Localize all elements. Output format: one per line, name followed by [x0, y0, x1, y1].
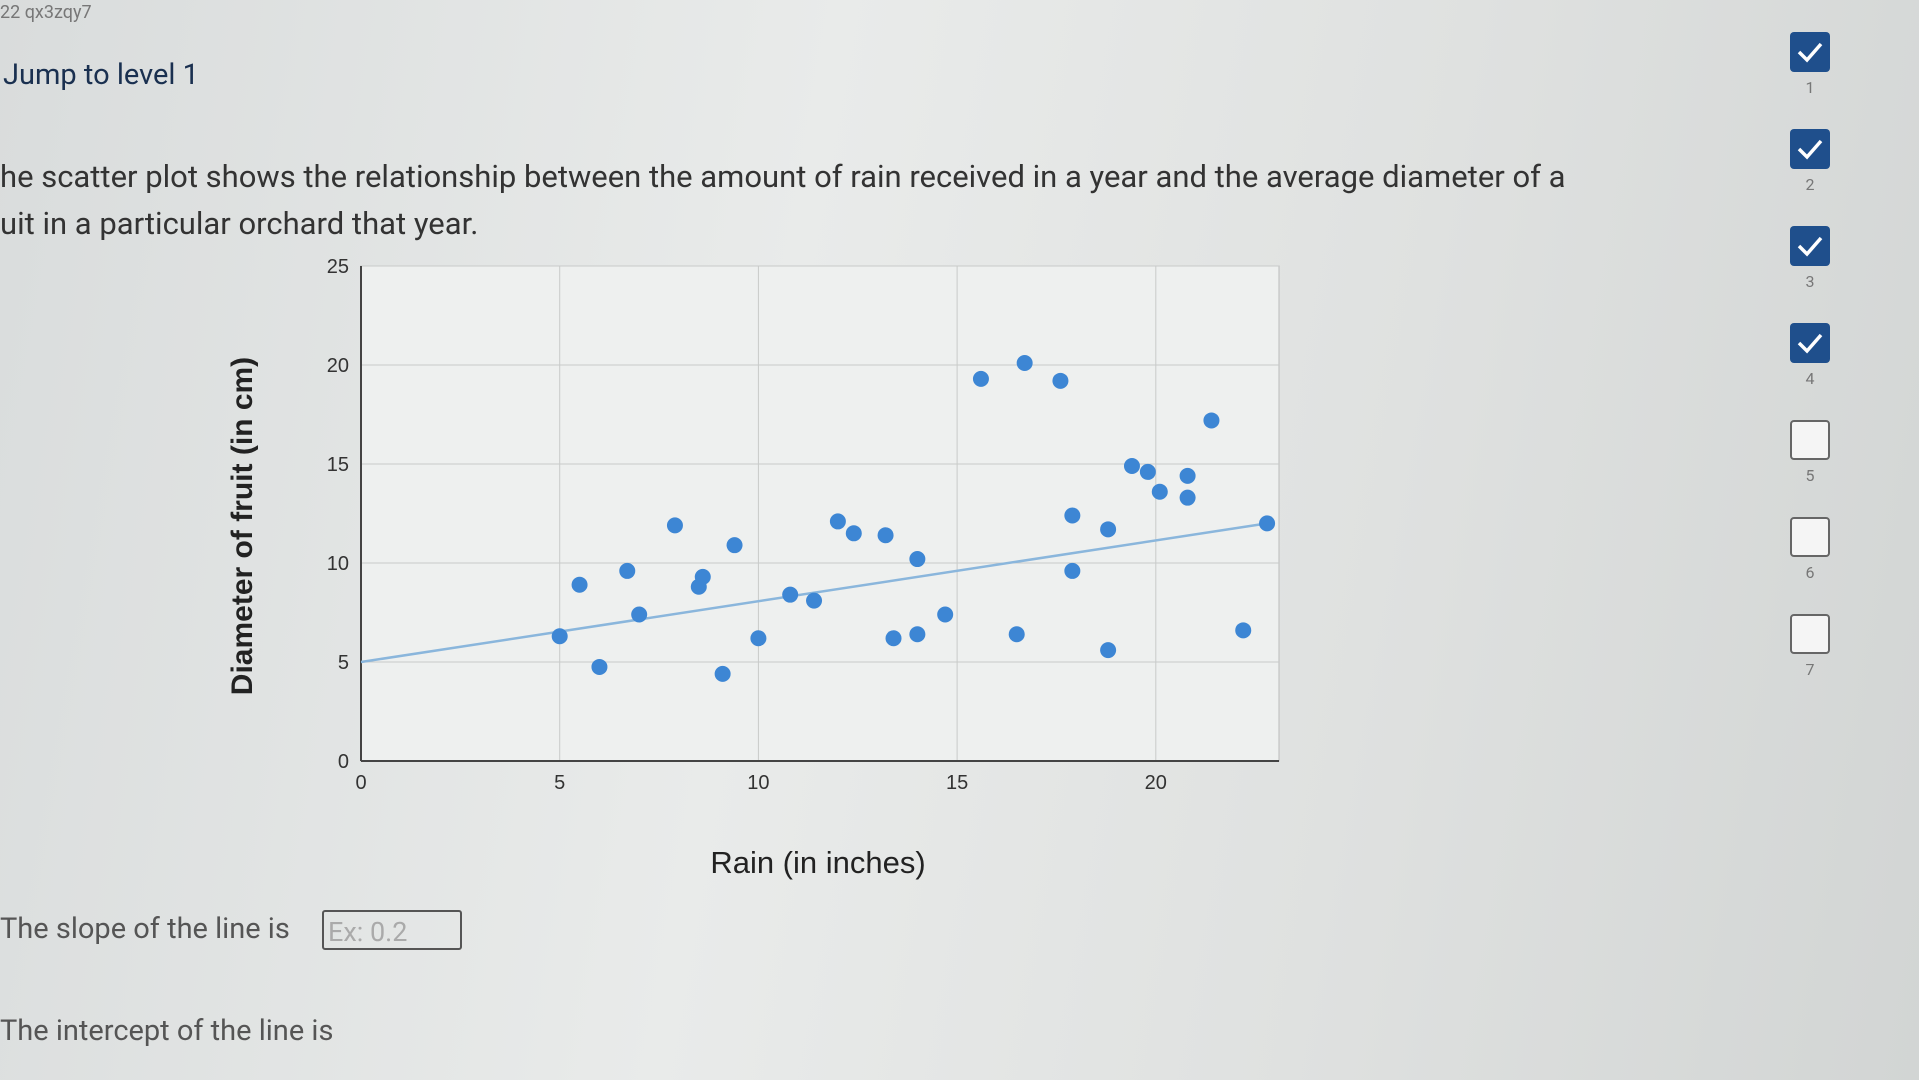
x-axis-label: Rain (in inches) — [710, 845, 925, 880]
point — [937, 606, 954, 623]
level[interactable]: 6 — [1770, 515, 1850, 612]
y-tick-label: 5 — [338, 652, 349, 674]
point — [909, 626, 926, 643]
level-number: 2 — [1805, 175, 1815, 194]
level-box — [1790, 517, 1830, 557]
x-tick-label: 20 — [1145, 772, 1167, 794]
point — [1139, 463, 1156, 480]
point — [631, 606, 648, 623]
point — [1100, 521, 1117, 538]
answer-label: The slope of the line is — [0, 912, 290, 946]
slope-input[interactable]: Ex: 0.2 — [322, 910, 462, 950]
level[interactable]: 3 — [1770, 224, 1850, 321]
level[interactable]: 2 — [1770, 127, 1850, 224]
level-box — [1790, 614, 1830, 654]
answer-label: The intercept of the line is — [0, 1014, 334, 1048]
point — [666, 517, 683, 534]
plot-area — [360, 265, 1280, 762]
level-box — [1790, 129, 1830, 169]
point — [750, 630, 767, 647]
point — [1151, 483, 1168, 500]
assignment-id: 22 qx3zqy7 — [0, 2, 92, 23]
level[interactable]: 4 — [1770, 321, 1850, 418]
point — [1064, 562, 1081, 579]
point — [714, 665, 731, 682]
x-tick-label: 5 — [554, 772, 565, 794]
x-tick-label: 0 — [355, 772, 366, 794]
level-box — [1790, 420, 1830, 460]
point — [1123, 457, 1140, 474]
point — [1064, 507, 1081, 524]
y-tick-label: 25 — [327, 256, 349, 278]
y-axis-label: Diameter of fruit (in cm) — [226, 357, 259, 695]
point — [1008, 626, 1025, 643]
jump-link[interactable]: Jump to level 1 — [3, 58, 199, 92]
point — [1179, 489, 1196, 506]
y-tick-label: 15 — [327, 454, 349, 476]
level-number: 6 — [1805, 563, 1815, 582]
level[interactable]: 1 — [1770, 30, 1850, 127]
level-list: 1 2 3 4 5 6 7 — [1770, 30, 1850, 709]
level-number: 7 — [1805, 660, 1815, 679]
level-number: 4 — [1805, 369, 1815, 388]
point — [1052, 372, 1069, 389]
point — [1259, 515, 1276, 532]
point — [1235, 622, 1252, 639]
point — [571, 576, 588, 593]
y-tick-label: 0 — [338, 751, 349, 773]
point — [909, 551, 926, 568]
point — [1100, 642, 1117, 659]
level-number: 5 — [1805, 466, 1815, 485]
point — [591, 658, 608, 675]
x-tick-label: 15 — [946, 772, 968, 794]
point — [972, 370, 989, 387]
x-tick-label: 10 — [747, 772, 769, 794]
point — [885, 630, 902, 647]
y-tick-label: 10 — [327, 553, 349, 575]
point — [619, 562, 636, 579]
level-box — [1790, 323, 1830, 363]
point — [877, 527, 894, 544]
level[interactable]: 5 — [1770, 418, 1850, 515]
point — [845, 525, 862, 542]
question-line: he scatter plot shows the relationship b… — [0, 158, 1566, 195]
question-line: uit in a particular orchard that year. — [0, 205, 479, 242]
point — [694, 568, 711, 585]
level[interactable]: 7 — [1770, 612, 1850, 709]
level-box — [1790, 226, 1830, 266]
point — [1179, 467, 1196, 484]
point — [1203, 412, 1220, 429]
level-number: 3 — [1805, 272, 1815, 291]
level-number: 1 — [1805, 78, 1815, 97]
point — [806, 592, 823, 609]
point — [1016, 355, 1033, 372]
level-box — [1790, 32, 1830, 72]
point — [782, 586, 799, 603]
y-tick-label: 20 — [327, 355, 349, 377]
point — [726, 537, 743, 554]
point — [829, 513, 846, 530]
point — [551, 628, 568, 645]
